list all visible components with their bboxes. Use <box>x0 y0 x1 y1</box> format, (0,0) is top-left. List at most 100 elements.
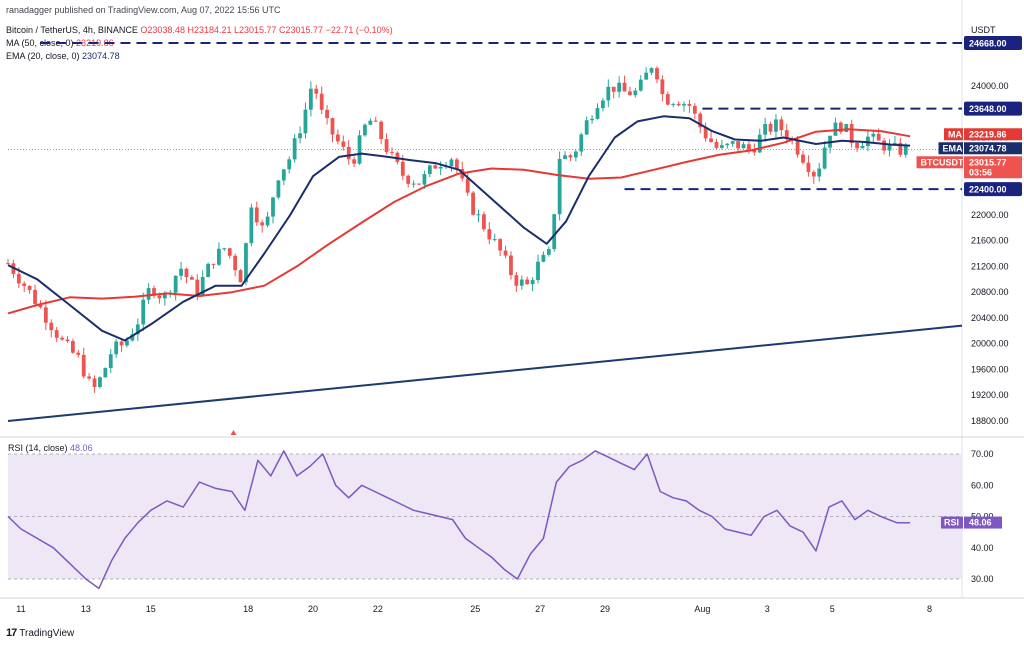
rsi-tick-label: 30.00 <box>971 574 994 584</box>
candle-body <box>373 120 378 122</box>
candle-body <box>103 368 108 378</box>
candle-body <box>368 120 373 125</box>
time-tick-label: 15 <box>146 604 156 614</box>
candle-body <box>509 255 513 276</box>
candle-body <box>222 248 227 250</box>
price-tick-label: 20800.00 <box>971 287 1009 297</box>
tradingview-logo[interactable]: 17 TradingView <box>6 627 74 639</box>
candle-body <box>806 162 811 172</box>
candle-body <box>514 275 519 286</box>
candle-body <box>774 119 778 132</box>
candle-body <box>546 249 551 255</box>
level-price-label: 23648.00 <box>969 104 1007 114</box>
candle-body <box>357 135 362 164</box>
candle-body <box>838 122 843 133</box>
candle-body <box>844 124 849 133</box>
candle-body <box>71 341 75 353</box>
candle-body <box>184 268 189 278</box>
candle-body <box>65 339 70 342</box>
candle-body <box>217 248 221 265</box>
candle-body <box>579 134 584 152</box>
price-tag-name: EMA <box>943 143 964 153</box>
level-price-label: 22400.00 <box>969 185 1007 195</box>
candle-body <box>590 118 594 121</box>
candle-body <box>287 159 292 170</box>
candle-body <box>49 322 54 331</box>
rsi-tag-value: 48.06 <box>969 518 992 528</box>
candle-body <box>119 341 124 346</box>
time-tick-label: 20 <box>308 604 318 614</box>
candle-body <box>281 169 286 181</box>
candle-body <box>622 82 627 92</box>
rsi-tick-label: 70.00 <box>971 449 994 459</box>
candle-body <box>476 214 481 216</box>
ohlc-values: O23038.48 H23184.21 L23015.77 C23015.77 … <box>140 25 393 35</box>
candle-body <box>33 289 37 304</box>
price-tick-label: 18800.00 <box>971 416 1009 426</box>
price-tick-label: 20000.00 <box>971 339 1009 349</box>
candle-body <box>141 299 146 325</box>
candle-body <box>736 141 740 149</box>
candle-body <box>671 103 676 105</box>
candle-body <box>162 293 167 299</box>
candle-body <box>271 197 275 217</box>
candle-body <box>265 216 270 226</box>
symbol-legend[interactable]: Bitcoin / TetherUS, 4h, BINANCE O23038.4… <box>6 25 393 35</box>
price-tag-value-box <box>964 142 1022 155</box>
candle-body <box>649 68 654 73</box>
candle-body <box>173 275 178 293</box>
candle-body <box>595 108 600 119</box>
candle-body <box>135 324 140 335</box>
price-tick-label: 19200.00 <box>971 390 1009 400</box>
candle-body <box>638 79 643 91</box>
candle-body <box>692 105 697 114</box>
candle-body <box>152 288 156 296</box>
candle-body <box>422 174 427 185</box>
time-tick-label: 8 <box>927 604 932 614</box>
candle-body <box>866 136 870 146</box>
price-tag-name-box <box>944 128 963 141</box>
candle-body <box>471 192 475 215</box>
candle-body <box>487 229 492 240</box>
ema-legend[interactable]: EMA (20, close, 0) 23074.78 <box>6 51 120 61</box>
candle-body <box>60 337 64 340</box>
candle-body <box>325 109 329 119</box>
rsi-tag-value-box <box>964 516 1002 529</box>
price-tag-value-box <box>964 156 1022 179</box>
candle-body <box>676 103 681 106</box>
price-tick-label: 21200.00 <box>971 261 1009 271</box>
candle-body <box>893 142 897 144</box>
price-tag-value: 23074.78 <box>969 143 1007 153</box>
candle-body <box>227 248 232 256</box>
candle-body <box>730 141 735 144</box>
support-trendline <box>7 324 963 422</box>
candle-body <box>719 145 724 148</box>
candle-body <box>189 277 194 280</box>
candle-body <box>346 146 351 160</box>
candle-body <box>903 145 908 155</box>
candle-body <box>811 171 816 177</box>
candle-body <box>449 159 454 167</box>
candle-body <box>406 175 411 184</box>
candle-body <box>541 254 546 262</box>
price-tick-label: 24000.00 <box>971 81 1009 91</box>
candle-body <box>179 268 183 276</box>
candle-body <box>92 378 97 387</box>
candle-body <box>22 283 27 286</box>
rsi-legend[interactable]: RSI (14, close) 48.06 <box>8 443 93 453</box>
candle-body <box>568 155 573 158</box>
candle-body <box>16 273 21 284</box>
time-tick-label: 13 <box>81 604 91 614</box>
candle-body <box>871 133 876 137</box>
candle-body <box>795 139 800 155</box>
candle-body <box>768 123 773 132</box>
candle-body <box>206 263 210 277</box>
candle-body <box>741 144 746 149</box>
candle-body <box>108 354 113 369</box>
candle-body <box>341 141 346 147</box>
price-tag-name-box <box>916 156 963 169</box>
price-tag-name: MA <box>948 129 962 139</box>
candle-body <box>27 285 32 290</box>
candle-body <box>465 178 470 193</box>
